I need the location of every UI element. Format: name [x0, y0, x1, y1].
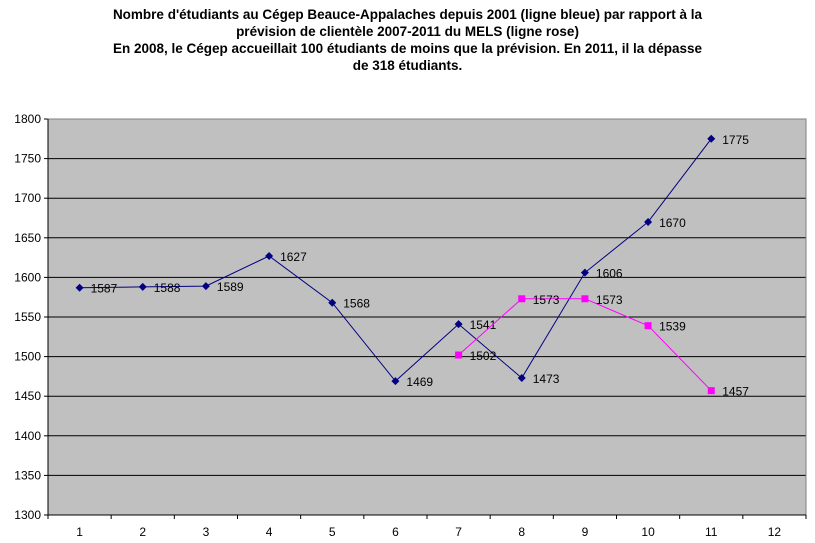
series-1-point — [454, 320, 463, 329]
series-2-data-label: 1573 — [533, 293, 560, 307]
y-tick-label: 1350 — [14, 468, 41, 482]
series-1-data-label: 1670 — [659, 216, 686, 230]
series-1-data-label: 1588 — [154, 281, 181, 295]
series-1-point — [391, 377, 400, 386]
title-line-2: prévision de clientèle 2007-2011 du MELS… — [236, 24, 579, 39]
series-1-point — [328, 298, 337, 307]
y-tick-label: 1700 — [14, 191, 41, 205]
y-tick-label: 1400 — [14, 429, 41, 443]
series-1-data-label: 1606 — [596, 267, 623, 281]
title-line-3: En 2008, le Cégep accueillait 100 étudia… — [113, 41, 702, 56]
series-1-point — [580, 268, 589, 277]
series-2-data-label: 1457 — [722, 385, 749, 399]
y-tick-label: 1450 — [14, 389, 41, 403]
series-1-point — [138, 282, 147, 291]
y-tick-label: 1500 — [14, 350, 41, 364]
series-2-data-label: 1573 — [596, 293, 623, 307]
x-tick-label: 4 — [266, 525, 273, 539]
y-tick-label: 1300 — [14, 508, 41, 522]
series-1-point — [707, 134, 716, 143]
x-tick-label: 10 — [641, 525, 655, 539]
series-2-data-label: 1502 — [470, 349, 497, 363]
series-1-point — [201, 282, 210, 291]
y-tick-label: 1650 — [14, 231, 41, 245]
x-tick-label: 5 — [329, 525, 336, 539]
series-1-point — [75, 283, 84, 292]
y-tick-label: 1800 — [14, 112, 41, 126]
series-2-point — [707, 387, 715, 395]
x-tick-label: 1 — [76, 525, 83, 539]
series-2-point — [518, 295, 526, 303]
title-line-1: Nombre d'étudiants au Cégep Beauce-Appal… — [112, 7, 703, 22]
x-tick-label: 2 — [139, 525, 146, 539]
y-tick-label: 1550 — [14, 310, 41, 324]
series-2-point — [455, 351, 463, 359]
y-tick-label: 1750 — [14, 152, 41, 166]
y-tick-label: 1600 — [14, 270, 41, 284]
series-1-point — [265, 252, 274, 261]
chart-title: Nombre d'étudiants au Cégep Beauce-Appal… — [0, 6, 815, 74]
series-1-data-label: 1568 — [343, 297, 370, 311]
series-1-data-label: 1589 — [217, 280, 244, 294]
title-line-4: de 318 étudiants. — [352, 58, 463, 73]
x-tick-label: 8 — [518, 525, 525, 539]
x-tick-label: 12 — [768, 525, 782, 539]
series-1-point — [517, 373, 526, 382]
series-1-point — [644, 217, 653, 226]
series-1-data-label: 1775 — [722, 133, 749, 147]
x-tick-label: 11 — [705, 525, 718, 539]
x-tick-label: 3 — [203, 525, 210, 539]
series-1-data-label: 1469 — [406, 375, 433, 389]
x-tick-label: 9 — [582, 525, 589, 539]
series-2-point — [644, 322, 652, 330]
series-1-data-label: 1473 — [533, 372, 560, 386]
series-2-data-label: 1539 — [659, 320, 686, 334]
series-1-data-label: 1541 — [470, 318, 497, 332]
x-tick-label: 6 — [392, 525, 399, 539]
x-tick-label: 7 — [455, 525, 462, 539]
series-1-data-label: 1627 — [280, 250, 307, 264]
series-2-point — [581, 295, 589, 303]
series-1-data-label: 1587 — [91, 282, 118, 296]
